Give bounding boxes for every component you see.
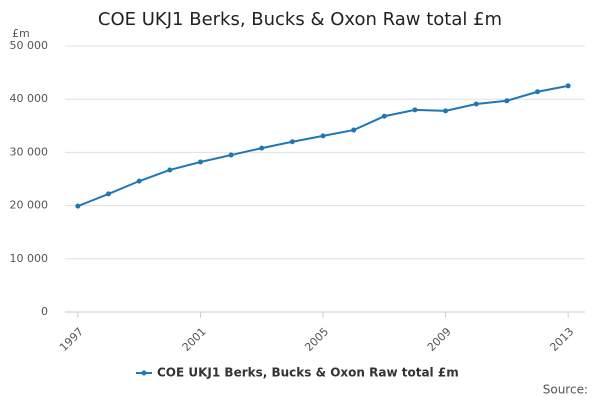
y-tick-label: 30 000 [10, 145, 49, 158]
point [289, 139, 295, 145]
x-tick-label: 2013 [547, 325, 576, 354]
y-tick-label: 50 000 [10, 39, 49, 52]
line [77, 84, 569, 208]
point [75, 203, 81, 209]
point [259, 145, 265, 151]
y-axis-label: £m [12, 27, 30, 40]
point [197, 159, 203, 165]
point [228, 152, 234, 158]
point [565, 83, 571, 89]
point [106, 191, 112, 197]
point [381, 113, 387, 119]
chart-title: COE UKJ1 Berks, Bucks & Oxon Raw total £… [98, 9, 502, 30]
point [473, 101, 479, 107]
point [351, 127, 357, 133]
point [136, 178, 142, 184]
y-tick-label: 20 000 [10, 199, 49, 212]
legend-item: COE UKJ1 Berks, Bucks & Oxon Raw total £… [136, 366, 459, 380]
legend-marker [141, 370, 147, 376]
y-tick-label: 10 000 [10, 252, 49, 265]
y-tick-label: 0 [41, 305, 48, 318]
x-tick-label: 2009 [425, 325, 454, 354]
point [167, 167, 173, 173]
y-tick-label: 40 000 [10, 92, 49, 105]
legend-label: COE UKJ1 Berks, Bucks & Oxon Raw total £… [157, 366, 459, 380]
x-tick-label: 1997 [57, 325, 86, 354]
point [443, 108, 449, 114]
point [412, 107, 418, 113]
source: Source: [543, 383, 588, 397]
point [504, 98, 510, 104]
x-tick-label: 2001 [180, 325, 209, 354]
point [320, 133, 326, 139]
point [535, 89, 541, 95]
x-tick-label: 2005 [302, 325, 331, 354]
